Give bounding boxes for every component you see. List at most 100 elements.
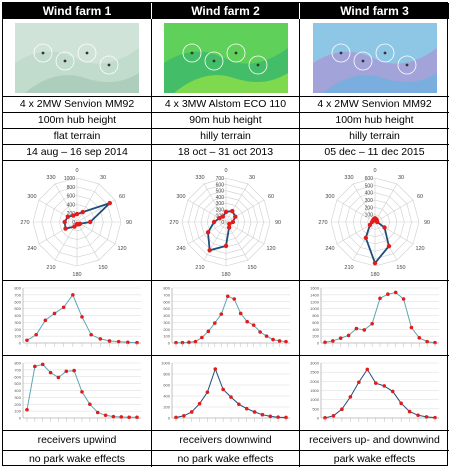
turbines-wind-farm-3: 4 x 2MW Senvion MM92 <box>300 97 449 113</box>
data-point <box>33 364 37 369</box>
turbine-marker <box>41 51 45 54</box>
radar-angle-label: 0 <box>75 168 78 174</box>
map-wind-farm-1 <box>3 19 152 97</box>
turbine-marker <box>339 51 342 54</box>
data-point <box>119 415 124 419</box>
radar-point <box>232 213 237 219</box>
radar-angle-label: 300 <box>325 194 334 200</box>
data-point <box>212 321 217 325</box>
data-point <box>180 340 184 345</box>
y-tick-label: 600 <box>163 383 170 388</box>
data-point <box>197 401 201 406</box>
radar-radial-tick: 200 <box>215 207 224 213</box>
data-point <box>416 336 421 340</box>
radar-radial-tick: 500 <box>364 183 373 189</box>
radar-spoke <box>76 183 100 222</box>
map-contour-region <box>322 72 437 93</box>
y-tick-label: 100 <box>14 334 21 339</box>
turbine-marker <box>190 51 193 54</box>
radar-spoke <box>225 199 264 222</box>
y-tick-label: 100 <box>14 409 21 414</box>
turbine-range-ring <box>33 43 53 62</box>
radar-spoke <box>352 183 375 222</box>
terrain-wind-farm-3: hilly terrain <box>300 129 449 145</box>
data-point <box>277 339 281 343</box>
y-tick-label: 300 <box>14 395 21 400</box>
radar-point <box>216 215 222 220</box>
y-tick-label: 700 <box>14 367 21 372</box>
radar-radial-tick: 0 <box>72 220 75 226</box>
data-point <box>88 402 92 407</box>
data-point <box>205 390 209 394</box>
hub-height-wind-farm-3: 100m hub height <box>300 113 449 129</box>
terrain-wind-farm-1: flat terrain <box>3 129 152 145</box>
data-point <box>369 321 374 326</box>
y-tick-label: 1600 <box>310 286 320 291</box>
radar-spoke <box>352 221 375 260</box>
header-wind-farm-1: Wind farm 1 <box>3 3 152 19</box>
radar-angle-label: 60 <box>416 194 422 200</box>
radar-radial-tick: 600 <box>67 193 76 199</box>
radar-point <box>374 219 379 224</box>
data-point <box>238 311 243 316</box>
data-point <box>135 415 139 420</box>
turbine-marker <box>212 59 215 62</box>
y-tick-label: 500 <box>163 306 170 311</box>
map-wind-farm-2 <box>152 19 300 97</box>
radar-point <box>206 247 212 253</box>
radar-angle-label: 270 <box>169 220 178 226</box>
y-tick-label: 400 <box>163 394 170 399</box>
radar-angle-label: 30 <box>100 174 106 180</box>
data-point <box>424 415 428 419</box>
radar-angle-label: 180 <box>370 272 379 278</box>
data-point <box>34 332 38 337</box>
data-point <box>322 416 327 420</box>
map-contour-region <box>25 72 139 93</box>
radar-angle-label: 180 <box>221 272 230 278</box>
y-tick-label: 1200 <box>310 299 320 304</box>
data-point <box>409 325 413 330</box>
y-tick-label: 200 <box>14 327 21 332</box>
y-tick-label: 2000 <box>310 379 320 384</box>
wake-wind-farm-3: park wake effects <box>333 452 416 465</box>
terrain-map-2 <box>163 22 288 93</box>
y-tick-label: 100 <box>163 334 170 339</box>
data-point <box>71 293 75 297</box>
data-point <box>236 402 241 407</box>
y-tick-label: 800 <box>163 372 170 377</box>
data-point <box>354 326 358 331</box>
radar-radial-tick: 800 <box>67 184 76 190</box>
data-point <box>283 415 288 420</box>
header-wind-farm-3: Wind farm 3 <box>300 3 449 19</box>
radar-angle-label: 60 <box>119 194 125 200</box>
data-point <box>61 305 66 310</box>
radar-radial-tick: 200 <box>364 205 373 211</box>
y-tick-label: 400 <box>14 313 21 318</box>
radar-spoke <box>38 199 78 222</box>
data-point <box>72 368 76 373</box>
y-tick-label: 400 <box>14 388 21 393</box>
period-wind-farm-2: 18 oct – 31 oct 2013 <box>152 145 300 161</box>
series-line <box>26 293 138 344</box>
wind-rose-wind-farm-1: 0 30 60 90 120 150 180 210 240 270 300 330 0 200 400 60… <box>3 161 152 281</box>
period-wind-farm-3: 05 dec – 11 dec 2015 <box>300 145 449 161</box>
receivers-wind-farm-2: receivers downwind <box>152 431 300 451</box>
data-point <box>126 340 130 345</box>
y-tick-label: 0 <box>167 341 170 346</box>
data-point <box>393 290 398 295</box>
y-tick-label: 0 <box>19 416 22 421</box>
y-tick-label: 600 <box>312 320 319 325</box>
y-tick-label: 1400 <box>310 292 320 297</box>
y-tick-label: 300 <box>163 320 170 325</box>
y-tick-label: 2500 <box>310 370 320 375</box>
data-point <box>275 415 280 419</box>
turbine-range-ring <box>182 43 201 62</box>
radar-angle-label: 90 <box>274 220 280 226</box>
radar-spoke <box>336 199 375 222</box>
turbine-marker <box>405 63 408 66</box>
radar-angle-label: 270 <box>20 220 29 226</box>
radar-angle-label: 90 <box>126 220 132 226</box>
wake-wind-farm-1: no park wake effects <box>3 451 152 467</box>
y-tick-label: 300 <box>14 320 21 325</box>
data-point <box>116 339 121 344</box>
